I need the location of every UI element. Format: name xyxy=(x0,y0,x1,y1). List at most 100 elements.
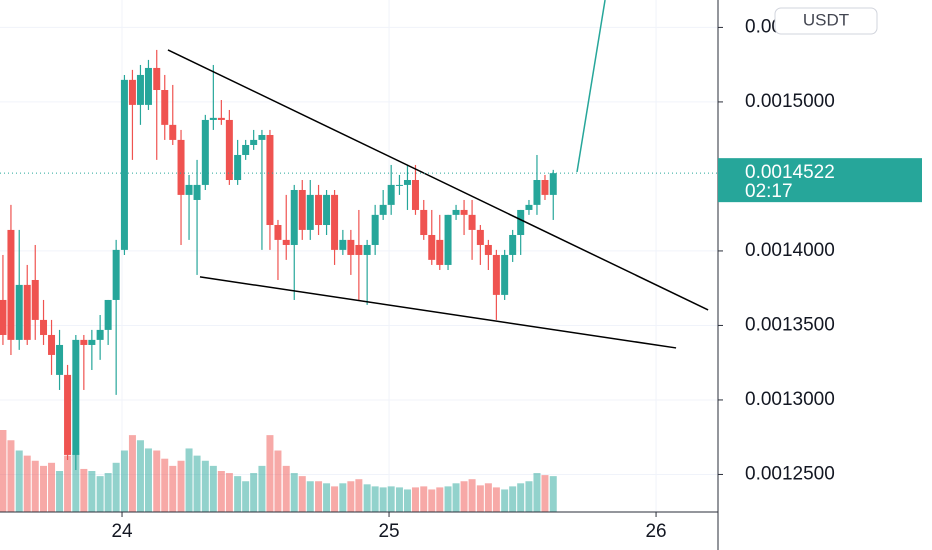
candle-body xyxy=(177,139,185,195)
volume-bar xyxy=(185,448,193,512)
volume-bar xyxy=(15,450,23,512)
axis-layer: 0.0012500 0.0013000 0.0013500 0.0014000 0.00… xyxy=(111,16,922,542)
volume-bar xyxy=(266,435,274,512)
currency-button[interactable] xyxy=(774,7,878,35)
candle-body xyxy=(363,244,371,255)
volume-layer xyxy=(0,430,557,512)
candle-body xyxy=(96,329,104,340)
volume-bar xyxy=(517,483,525,512)
candle-body xyxy=(476,229,484,245)
countdown-label: 02:17 xyxy=(745,181,793,202)
volume-bar xyxy=(128,435,136,512)
volume-bar xyxy=(217,471,225,512)
candle-body xyxy=(323,194,331,226)
volume-bar xyxy=(339,483,347,512)
y-tick-label: 0.0015000 xyxy=(745,91,835,112)
trendline-layer xyxy=(0,0,718,349)
volume-bar xyxy=(395,487,403,512)
volume-bar xyxy=(120,450,128,512)
x-tick-label: 25 xyxy=(378,521,399,542)
volume-bar xyxy=(234,476,242,512)
volume-bar xyxy=(315,481,323,512)
candle-body xyxy=(355,244,363,255)
volume-bar xyxy=(7,440,15,512)
last-price-label: 0.0014522 xyxy=(745,162,835,183)
volume-bar xyxy=(104,473,112,512)
candle-body xyxy=(339,239,347,250)
trendline xyxy=(199,276,677,349)
volume-bar xyxy=(161,458,169,512)
volume-bar xyxy=(420,486,428,512)
volume-bar xyxy=(0,430,7,512)
x-tick-label: 24 xyxy=(111,521,133,542)
volume-bar xyxy=(347,481,355,512)
volume-bar xyxy=(31,460,39,512)
volume-bar xyxy=(274,450,282,512)
volume-bar xyxy=(509,486,517,512)
candle-body xyxy=(15,284,23,340)
volume-bar xyxy=(533,473,541,512)
candle-body xyxy=(533,180,541,205)
volume-bar xyxy=(177,460,185,512)
y-tick-label: 0.0013500 xyxy=(745,314,835,335)
candle-body xyxy=(136,74,144,105)
candle-body xyxy=(185,184,193,195)
volume-bar xyxy=(444,486,452,512)
candle-body xyxy=(201,119,209,185)
candle-body xyxy=(347,239,355,255)
candle-body xyxy=(217,117,225,120)
candle-body xyxy=(436,239,444,265)
candle-body xyxy=(72,339,80,455)
trendline xyxy=(576,0,606,173)
volume-bar xyxy=(48,462,56,512)
candle-body xyxy=(403,180,411,185)
candle-body xyxy=(379,204,387,215)
candle-body xyxy=(266,135,274,226)
candle-body xyxy=(274,225,282,240)
volume-bar xyxy=(112,462,120,512)
volume-bar xyxy=(323,483,331,512)
y-tick-label: 0.0013000 xyxy=(745,389,835,410)
volume-bar xyxy=(501,489,509,512)
volume-bar xyxy=(23,455,31,512)
candle-body xyxy=(7,229,15,340)
candle-body xyxy=(290,189,298,245)
volume-bar xyxy=(476,485,484,512)
volume-bar xyxy=(355,479,363,512)
volume-bar xyxy=(169,465,177,512)
candle-body xyxy=(395,184,403,186)
candle-body xyxy=(120,79,128,250)
candle-body xyxy=(193,184,201,200)
candle-body xyxy=(452,209,460,215)
candle-body xyxy=(541,180,549,195)
volume-bar xyxy=(525,481,533,512)
candle-body xyxy=(525,204,533,210)
candle-body xyxy=(492,254,500,295)
candle-body xyxy=(282,239,290,245)
candle-body xyxy=(420,209,428,235)
volume-bar xyxy=(258,465,266,512)
candle-body xyxy=(112,249,120,300)
candle-body xyxy=(153,67,161,91)
volume-bar xyxy=(56,471,64,512)
candle-body xyxy=(428,234,436,260)
candle-body xyxy=(64,374,72,455)
candle-body xyxy=(371,214,379,245)
candle-body xyxy=(258,135,266,140)
volume-bar xyxy=(80,468,88,512)
last-price-tag xyxy=(718,158,922,203)
candle-body xyxy=(88,339,96,345)
candle-body xyxy=(444,214,452,265)
candle-body xyxy=(250,139,258,145)
volume-bar xyxy=(209,465,217,512)
candle-body xyxy=(23,284,31,340)
candle-body xyxy=(104,299,112,330)
candle-body xyxy=(411,180,419,210)
candle-body xyxy=(315,194,323,226)
candle-body xyxy=(460,209,468,215)
volume-bar xyxy=(144,448,152,512)
candle-layer xyxy=(0,49,557,470)
candle-body xyxy=(161,90,169,125)
volume-bar xyxy=(387,486,395,512)
